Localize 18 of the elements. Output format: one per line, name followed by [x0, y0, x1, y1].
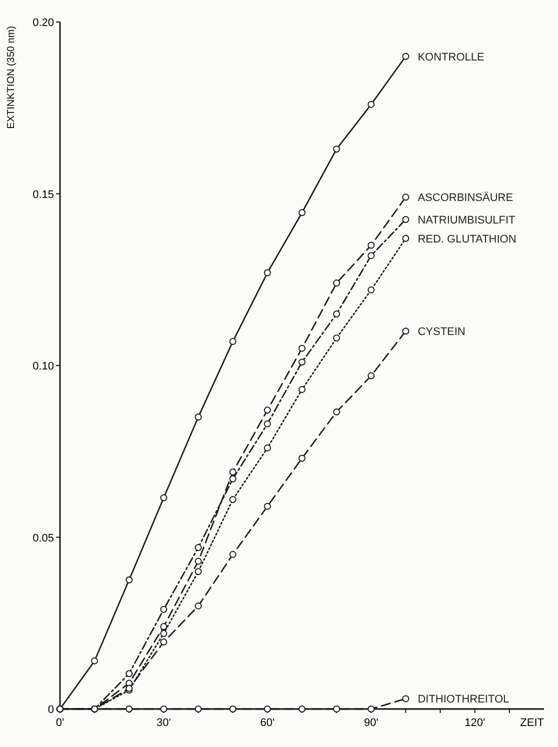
series-label: DITHIOTHREITOL: [418, 694, 510, 706]
x-tick-label: 60': [260, 717, 275, 729]
x-tick-label: 90': [364, 717, 378, 729]
x-tick-label: 30': [156, 717, 171, 729]
y-tick-label: 0.05: [32, 532, 54, 544]
series-label: NATRIUMBISULFIT: [418, 214, 516, 227]
series-label: RED. GLUTATHION: [418, 233, 516, 246]
y-tick-label: 0.15: [32, 188, 54, 201]
y-axis-title: EXTINKTION (350 nm): [6, 26, 17, 129]
y-tick-label: 0.20: [32, 17, 54, 29]
series-label: ASCORBINSÄURE: [418, 191, 514, 204]
series-label: CYSTEIN: [418, 326, 466, 338]
x-tick-label: 0': [56, 717, 64, 729]
y-tick-label: 0: [48, 704, 54, 716]
x-axis-title: ZEIT: [520, 717, 544, 729]
x-tick-label: 120': [464, 717, 486, 729]
series-label: KONTROLLE: [418, 51, 484, 64]
y-tick-label: 0.10: [32, 360, 54, 372]
